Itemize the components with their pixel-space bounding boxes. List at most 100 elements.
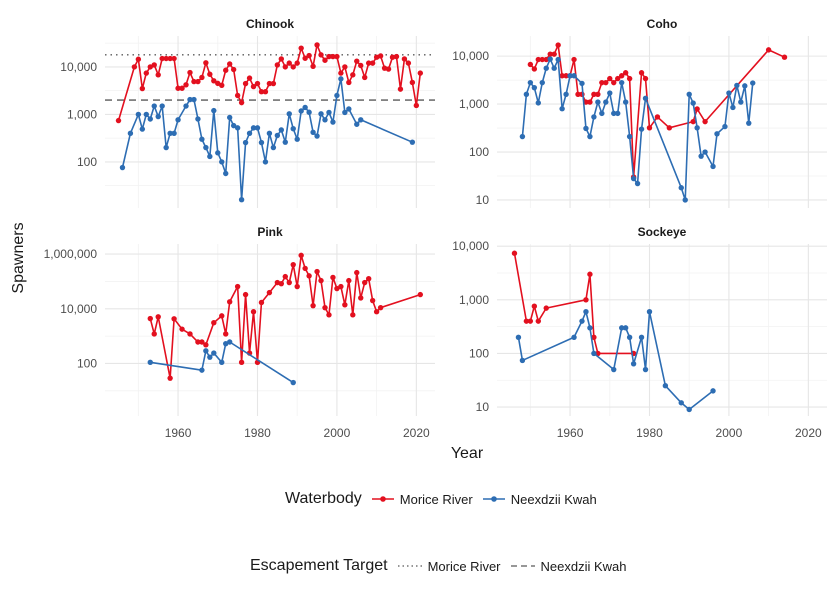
data-point bbox=[690, 100, 696, 106]
facet-title: Pink bbox=[257, 225, 283, 239]
series-line bbox=[529, 44, 785, 178]
facet-title: Sockeye bbox=[638, 225, 687, 239]
data-point bbox=[607, 90, 613, 96]
data-point bbox=[179, 85, 185, 91]
data-point bbox=[175, 85, 181, 91]
data-point bbox=[662, 382, 669, 389]
data-point bbox=[246, 130, 253, 136]
data-point bbox=[147, 359, 153, 366]
data-point bbox=[226, 339, 233, 345]
data-point bbox=[551, 51, 557, 57]
data-point bbox=[294, 136, 300, 142]
legend-label: Neexdzii Kwah bbox=[540, 558, 627, 574]
y-axis-title: Spawners bbox=[10, 222, 27, 293]
data-point bbox=[571, 56, 577, 63]
data-point bbox=[306, 52, 312, 59]
data-point bbox=[587, 271, 593, 277]
x-tick-label: 2000 bbox=[716, 426, 743, 440]
data-point bbox=[519, 357, 526, 364]
data-point bbox=[646, 309, 653, 315]
data-point bbox=[527, 79, 534, 86]
data-point bbox=[618, 79, 625, 86]
data-point bbox=[511, 250, 518, 256]
data-point bbox=[314, 133, 320, 139]
data-point bbox=[175, 117, 181, 123]
data-point bbox=[151, 103, 157, 109]
y-tick-label: 10 bbox=[476, 193, 490, 207]
data-point bbox=[290, 379, 296, 386]
data-point bbox=[306, 273, 312, 279]
series-line bbox=[121, 78, 413, 201]
data-point bbox=[187, 331, 193, 337]
data-point bbox=[234, 125, 241, 131]
data-point bbox=[618, 325, 625, 331]
data-point bbox=[155, 113, 161, 120]
data-point bbox=[630, 361, 637, 367]
data-point bbox=[211, 107, 217, 114]
y-tick-label: 10,000 bbox=[60, 60, 97, 74]
data-point bbox=[638, 70, 645, 76]
data-point bbox=[531, 84, 538, 91]
data-point bbox=[611, 79, 617, 86]
data-point bbox=[579, 80, 585, 87]
data-point bbox=[282, 139, 288, 145]
legend-label: Neexdzii Kwah bbox=[510, 491, 597, 507]
data-point bbox=[195, 339, 201, 345]
y-tick-label: 10,000 bbox=[452, 239, 489, 253]
data-point bbox=[615, 75, 621, 82]
data-point bbox=[183, 103, 189, 109]
x-tick-label: 1960 bbox=[557, 426, 584, 440]
data-point bbox=[722, 123, 728, 130]
data-point bbox=[338, 70, 344, 76]
data-point bbox=[583, 125, 589, 132]
data-point bbox=[274, 62, 281, 68]
data-point bbox=[298, 108, 304, 114]
data-point bbox=[207, 354, 213, 360]
data-point bbox=[730, 104, 736, 111]
data-point bbox=[698, 153, 704, 159]
data-point bbox=[369, 60, 376, 66]
data-point bbox=[401, 56, 408, 62]
data-point bbox=[187, 69, 193, 76]
data-point bbox=[139, 85, 146, 92]
data-point bbox=[583, 297, 589, 303]
data-point bbox=[234, 283, 241, 290]
data-point bbox=[322, 304, 328, 311]
data-point bbox=[539, 79, 545, 86]
y-tick-label: 1,000 bbox=[459, 293, 489, 307]
data-point bbox=[278, 56, 285, 62]
data-point bbox=[211, 350, 217, 356]
data-point bbox=[310, 302, 316, 309]
data-point bbox=[543, 56, 549, 63]
data-point bbox=[622, 325, 629, 331]
data-point bbox=[373, 309, 380, 315]
legend-label: Morice River bbox=[427, 558, 501, 574]
data-point bbox=[611, 110, 617, 117]
data-point bbox=[342, 302, 348, 308]
data-point bbox=[211, 78, 217, 84]
data-point bbox=[587, 99, 593, 105]
data-point bbox=[346, 277, 352, 284]
data-point bbox=[346, 79, 352, 86]
facet-title: Chinook bbox=[246, 17, 294, 31]
data-point bbox=[615, 110, 621, 117]
data-point bbox=[365, 275, 372, 282]
data-point bbox=[642, 75, 649, 82]
data-point bbox=[246, 75, 253, 81]
data-point bbox=[306, 109, 312, 115]
data-point bbox=[583, 309, 589, 315]
data-point bbox=[710, 163, 716, 170]
data-point bbox=[587, 325, 593, 331]
data-point bbox=[515, 334, 522, 340]
data-point bbox=[238, 359, 245, 366]
data-point bbox=[270, 80, 277, 87]
data-point bbox=[603, 99, 609, 105]
data-point bbox=[595, 99, 601, 105]
data-point bbox=[226, 61, 233, 67]
data-point bbox=[147, 315, 153, 322]
data-point bbox=[195, 116, 201, 122]
data-point bbox=[547, 56, 553, 62]
data-point bbox=[119, 164, 126, 171]
dashed-line-icon bbox=[510, 565, 535, 567]
data-point bbox=[702, 149, 708, 155]
